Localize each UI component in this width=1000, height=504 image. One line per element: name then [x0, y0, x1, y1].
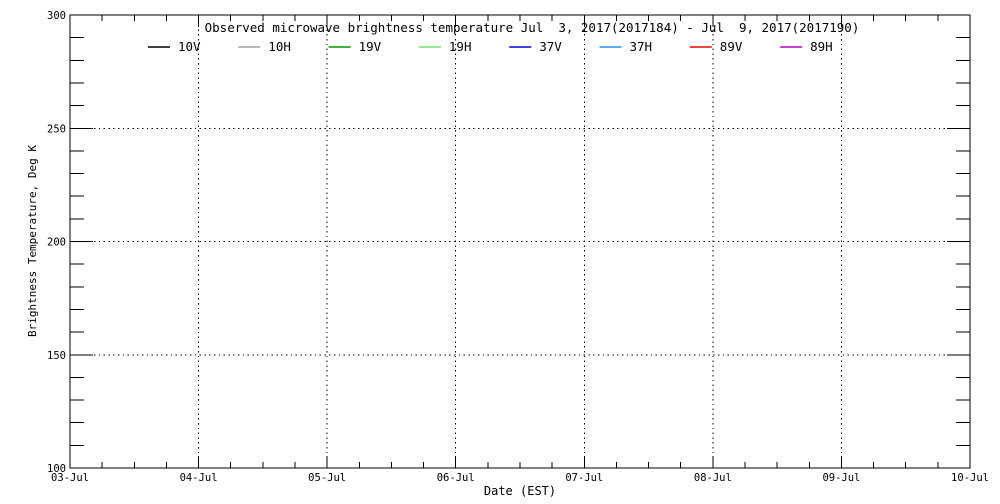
- tick-labels-layer: 03-Jul 04-Jul 05-Jul 06-Jul 07-Jul 08-Jul 09-J…: [47, 10, 989, 484]
- legend-label: 89H: [810, 39, 833, 54]
- x-axis-title: Date (EST): [484, 484, 556, 498]
- x-tick-label: 03-Jul: [51, 472, 89, 484]
- x-tick-label: 06-Jul: [437, 472, 475, 484]
- legend-item: 19V: [328, 39, 382, 54]
- legend-item: 10H: [238, 39, 291, 54]
- y-tick-label: 250: [47, 123, 66, 135]
- x-tick-label: 07-Jul: [565, 472, 603, 484]
- x-tick-label: 05-Jul: [308, 472, 346, 484]
- y-tick-label: 100: [47, 463, 66, 475]
- y-tick-label: 300: [47, 10, 66, 22]
- x-tick-label: 10-Jul: [951, 472, 989, 484]
- legend-label: 19H: [449, 39, 472, 54]
- legend-item: 89H: [780, 39, 833, 54]
- y-axis-title: Brightness Temperature, Deg K: [26, 145, 39, 337]
- legend-label: 37H: [630, 39, 653, 54]
- legend-label: 89V: [720, 39, 743, 54]
- x-tick-label: 09-Jul: [822, 472, 860, 484]
- legend-label: 10V: [178, 39, 201, 54]
- x-tick-label: 04-Jul: [180, 472, 218, 484]
- legend-item: 37V: [509, 39, 562, 54]
- legend-label: 19V: [359, 39, 382, 54]
- chart-title: Observed microwave brightness temperatur…: [205, 20, 860, 35]
- legend-label: 10H: [268, 39, 291, 54]
- legend: 10V 10H 19V 19H 37V 37H 89V 89H: [148, 39, 833, 54]
- grid-layer: [70, 15, 970, 468]
- legend-label: 37V: [539, 39, 562, 54]
- axes-layer: [69, 14, 971, 469]
- x-tick-label: 08-Jul: [694, 472, 732, 484]
- legend-item: 89V: [689, 39, 743, 54]
- legend-item: 37H: [599, 39, 653, 54]
- y-tick-label: 200: [47, 237, 66, 249]
- y-tick-label: 150: [47, 350, 66, 362]
- legend-item: 19H: [418, 39, 472, 54]
- legend-item: 10V: [148, 39, 201, 54]
